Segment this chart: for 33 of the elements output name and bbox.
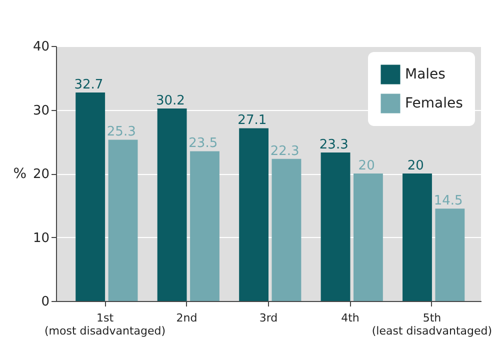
bar	[190, 151, 220, 301]
x-tick-label: 5th (least disadvantaged)	[372, 312, 492, 338]
data-label: 20	[407, 158, 424, 174]
bar	[239, 128, 268, 301]
data-label: 23.5	[188, 136, 218, 152]
bar	[157, 108, 187, 301]
data-label: 22.3	[270, 144, 300, 159]
bar	[272, 158, 302, 301]
data-label: 27.1	[238, 113, 267, 128]
data-label: 23.3	[319, 137, 348, 152]
legend-label: Females	[405, 96, 463, 112]
y-axis-title: %	[13, 166, 26, 182]
data-label: 25.3	[106, 124, 136, 140]
x-tick-label: 4th	[341, 312, 360, 324]
y-tick-label: 0	[41, 294, 50, 310]
y-tick-label: 20	[32, 167, 50, 182]
x-tick-label: 3rd	[259, 312, 278, 324]
x-tick-label: 1st (most disadvantaged)	[44, 312, 166, 338]
x-tick-label: 2nd	[176, 312, 198, 324]
y-tick-label: 30	[32, 103, 50, 118]
data-label: 30.2	[156, 93, 185, 108]
bar	[435, 208, 465, 301]
data-label: 14.5	[434, 194, 463, 209]
legend-label: Males	[405, 66, 446, 82]
y-tick-label: 10	[32, 230, 50, 246]
bar	[354, 174, 383, 301]
bar	[108, 140, 138, 301]
data-label: 32.7	[74, 78, 104, 93]
data-label: 20	[358, 158, 375, 174]
bar	[402, 174, 432, 301]
bar	[320, 152, 350, 301]
y-tick-label: 40	[32, 40, 50, 54]
bar	[76, 92, 106, 301]
